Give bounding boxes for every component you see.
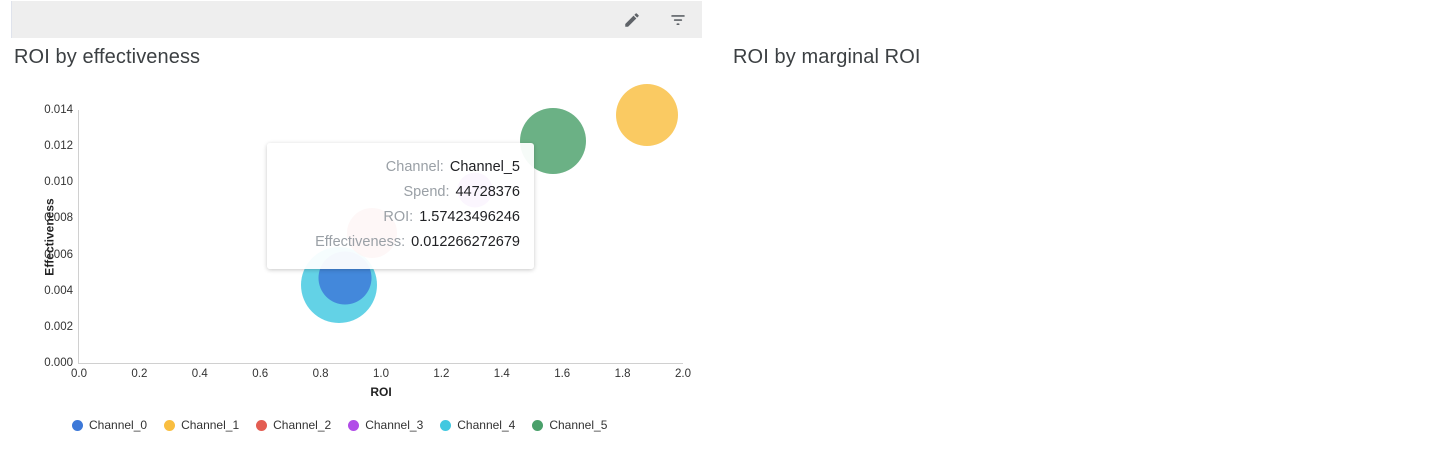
tooltip-row: Channel: Channel_5: [281, 155, 520, 180]
legend-item-label: Channel_4: [457, 418, 516, 432]
y-axis-line: [78, 110, 79, 363]
tooltip-key: Spend:: [403, 184, 450, 200]
y-axis-tick: 0.012: [44, 140, 73, 153]
tooltip-value: Channel_5: [449, 159, 520, 175]
panel-roi-by-marginal-roi: ROI by marginal ROI mROI ROI 0.00.20.40.…: [722, 0, 1448, 457]
pencil-icon: [625, 12, 639, 27]
chart-toolbar: [11, 1, 702, 38]
legend-item-label: Channel_3: [365, 418, 424, 432]
x-axis-tick: 0.8: [312, 368, 329, 380]
tooltip-value: 44728376: [455, 184, 520, 200]
legend-item-channel_1[interactable]: Channel_1: [164, 418, 239, 432]
tooltip-row: Spend: 44728376: [281, 180, 520, 205]
legend-item-label: Channel_2: [273, 418, 332, 432]
legend-item-channel_2[interactable]: Channel_2: [256, 418, 331, 432]
legend-color-dot: [72, 419, 83, 431]
y-axis-tick: 0.008: [44, 212, 73, 225]
legend-item-label: Channel_5: [549, 418, 608, 432]
chart-legend: Channel_0 Channel_1 Channel_2 Channel_3 Chan…: [72, 418, 607, 432]
legend-color-dot: [440, 419, 452, 431]
y-axis-tick: 0.000: [44, 357, 73, 369]
legend-item-channel_5[interactable]: Channel_5: [532, 418, 607, 432]
legend-color-dot: [348, 419, 360, 431]
legend-color-dot: [256, 419, 268, 431]
tooltip-key: Channel:: [385, 159, 444, 175]
y-axis-tick: 0.006: [44, 248, 73, 261]
x-axis-tick: 0.0: [71, 368, 87, 380]
tooltip-row: Effectiveness: 0.012266272679: [281, 230, 520, 255]
toolbar-actions: [620, 1, 690, 38]
legend-item-label: Channel_0: [89, 418, 148, 432]
page-title: ROI by marginal ROI: [733, 46, 921, 68]
x-axis-tick: 0.4: [191, 368, 208, 380]
legend-item-channel_3[interactable]: Channel_3: [348, 418, 423, 432]
bubble-channel_1[interactable]: [615, 84, 678, 147]
filter-button[interactable]: [666, 8, 690, 32]
tooltip-row: ROI: 1.57423496246: [281, 205, 520, 230]
y-axis-tick: 0.014: [44, 104, 73, 116]
tooltip-value: 0.012266272679: [411, 234, 520, 250]
x-axis-tick: 1.8: [614, 368, 631, 380]
edit-button[interactable]: [620, 8, 644, 32]
panel-roi-by-effectiveness: ROI by effectiveness Effectiveness ROI 0…: [0, 0, 722, 457]
legend-item-channel_0[interactable]: Channel_0: [72, 418, 147, 432]
x-axis-tick: 1.4: [493, 368, 510, 380]
x-axis-tick: 2.0: [675, 368, 691, 380]
tooltip-key: ROI:: [383, 209, 414, 225]
y-axis-tick: 0.010: [44, 176, 73, 189]
y-axis-tick: 0.004: [44, 284, 73, 297]
x-axis-tick: 1.0: [373, 368, 389, 380]
x-axis-line: [78, 363, 683, 364]
x-axis-tick: 1.2: [433, 368, 450, 380]
x-axis-title: ROI: [370, 385, 392, 399]
chart-tooltip: Channel: Channel_5 Spend: 44728376 ROI: …: [267, 143, 534, 269]
y-axis-title: Effectiveness: [42, 197, 57, 276]
tooltip-key: Effectiveness:: [315, 234, 406, 250]
page-title: ROI by effectiveness: [14, 46, 201, 68]
y-axis-tick: 0.002: [44, 320, 73, 333]
filter-icon: [671, 14, 685, 25]
legend-color-dot: [164, 419, 176, 431]
tooltip-value: 1.57423496246: [419, 209, 520, 225]
legend-color-dot: [532, 419, 544, 431]
x-axis-tick: 0.2: [131, 368, 148, 380]
x-axis-tick: 1.6: [554, 368, 571, 380]
legend-item-channel_4[interactable]: Channel_4: [440, 418, 515, 432]
x-axis-tick: 0.6: [252, 368, 269, 380]
legend-item-label: Channel_1: [181, 418, 240, 432]
